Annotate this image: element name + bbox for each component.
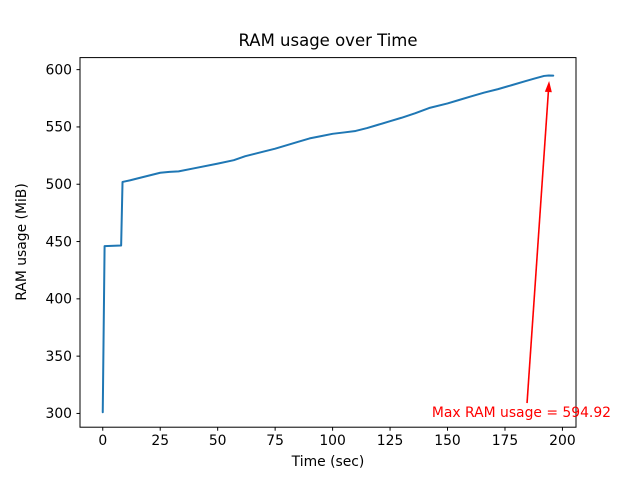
y-tick-label: 300 [45, 406, 72, 422]
x-axis-label: Time (sec) [291, 454, 365, 470]
x-tick-label: 75 [266, 433, 284, 449]
x-tick-label: 25 [151, 433, 169, 449]
annotation-arrow-shaft [526, 91, 550, 404]
y-tick-label: 550 [45, 120, 72, 136]
annotation-arrow-head-icon [544, 80, 552, 93]
y-tick-label: 400 [45, 292, 72, 308]
x-tick-label: 125 [377, 433, 404, 449]
x-tick-label: 0 [98, 433, 107, 449]
y-tick-label: 450 [45, 234, 72, 250]
y-tick-label: 600 [45, 62, 72, 78]
x-tick-label: 175 [492, 433, 519, 449]
x-tick-label: 150 [434, 433, 461, 449]
y-axis-label: RAM usage (MiB) [14, 183, 30, 301]
x-tick-label: 100 [319, 433, 346, 449]
max-ram-annotation-text: Max RAM usage = 594.92 [431, 405, 612, 421]
axes-frame [79, 57, 577, 428]
x-tick-label: 200 [549, 433, 576, 449]
ram-usage-line [101, 74, 555, 414]
y-tick-label: 350 [45, 349, 72, 365]
y-tick-label: 500 [45, 177, 72, 193]
x-tick-label: 50 [209, 433, 227, 449]
chart-title: RAM usage over Time [238, 31, 418, 50]
